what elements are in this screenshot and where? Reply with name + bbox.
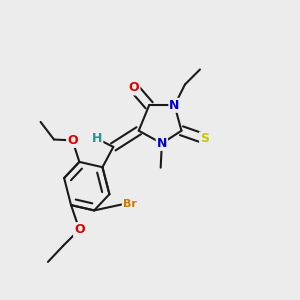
Text: S: S: [200, 132, 209, 145]
Text: Br: Br: [123, 199, 137, 209]
Text: N: N: [169, 99, 180, 112]
Text: O: O: [129, 82, 140, 94]
Text: O: O: [74, 223, 85, 236]
Text: H: H: [92, 132, 102, 145]
Text: N: N: [157, 137, 167, 150]
Text: O: O: [67, 134, 78, 147]
